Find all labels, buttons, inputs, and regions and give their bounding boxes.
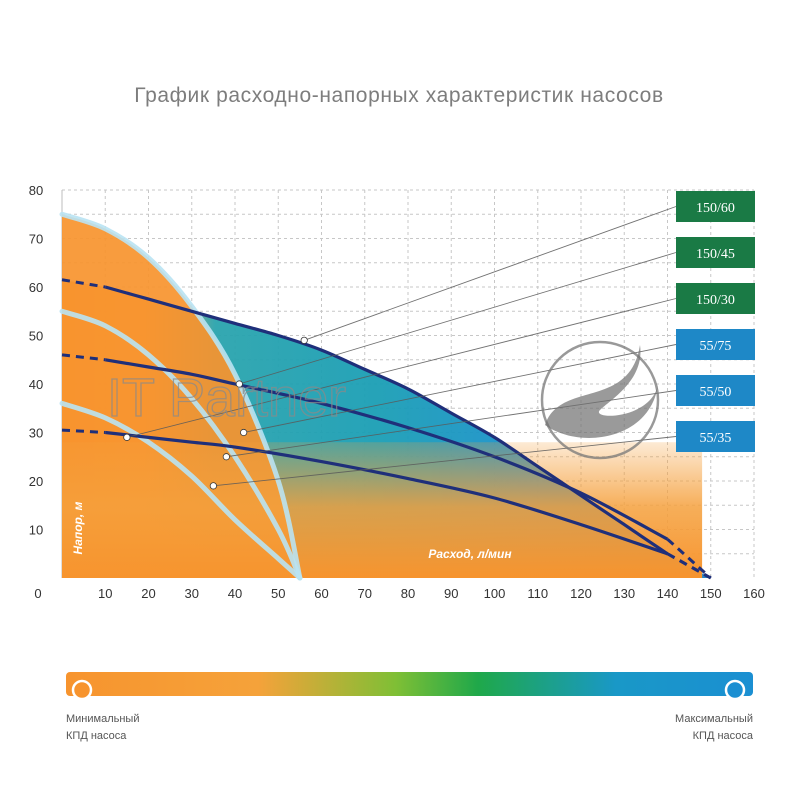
x-tick-label: 120 [570,586,592,601]
badge-55-50: 55/50 [676,375,755,406]
leader-lines [126,206,677,487]
x-tick-label: 90 [444,586,458,601]
curve-55-75 [59,211,303,581]
x-tick-label: 60 [314,586,328,601]
marker-point [123,433,131,441]
y-tick-label: 30 [29,426,43,441]
x-tick-label: 20 [141,586,155,601]
badge-label: 150/60 [696,201,735,216]
marker-point [235,380,243,388]
logo-ring [540,340,660,460]
leader-line [126,298,677,438]
curve-150-30 [105,430,669,556]
x-tick-label: 80 [401,586,415,601]
leader-line [304,206,677,341]
badge-label: 55/50 [700,385,732,400]
y-tick-label: 60 [29,280,43,295]
curve-150-60-dashed-start [61,278,106,289]
x-tick-label: 110 [527,586,548,601]
badge-150-45: 150/45 [676,237,755,268]
y-tick-label: 80 [29,183,43,198]
x-axis-label: Расход, л/мин [428,547,512,561]
legend-max-label-2: КПД насоса [693,730,754,742]
marker-point [222,453,230,461]
x-tick-label: 50 [271,586,285,601]
x-tick-label: 150 [700,586,722,601]
large-pump-curves [61,278,712,580]
leader-line [243,344,677,433]
marker-point [300,336,308,344]
curve-150-30-dashed-start [61,428,106,434]
y-tick-label: 10 [29,523,43,538]
x-tick-labels: 0 10 20 30 40 50 60 70 80 90 100 110 120 130 140 150 160 [34,586,764,601]
legend-min-marker [71,679,93,701]
badge-55-35: 55/35 [676,421,755,452]
x-tick-label: 10 [98,586,112,601]
x-tick-label: 100 [484,586,506,601]
x-tick-label: 160 [743,586,765,601]
x-tick-label: 130 [613,586,635,601]
curve-55-35 [59,400,303,581]
legend-min-label-2: КПД насоса [66,730,127,742]
badge-150-60: 150/60 [676,191,755,222]
badge-box [676,237,755,268]
y-tick-label: 20 [29,474,43,489]
legend-bar [66,672,753,696]
badge-box [676,421,755,452]
curve-150-45-dashed-start [61,353,106,362]
legend-min-label-1: Минимальный [66,713,139,725]
x-tick-label: 70 [358,586,372,601]
curve-150-45 [105,358,669,541]
badge-55-75: 55/75 [676,329,755,360]
badge-label: 150/45 [696,247,735,262]
curve-markers [123,336,308,490]
efficiency-legend: Минимальный КПД насоса Максимальный КПД … [66,672,754,742]
x-tick-label: 30 [185,586,199,601]
watermark-logo: IT Partner [106,340,660,460]
badge-box [676,191,755,222]
marker-point [209,482,217,490]
series-badges: 150/60 150/45 150/30 55/75 55/50 55/35 [676,191,755,452]
badge-box [676,329,755,360]
marker-point [240,428,248,437]
badge-150-30: 150/30 [676,283,755,314]
x-tick-label: 140 [657,586,679,601]
leader-line [239,252,677,385]
badge-box [676,375,755,406]
efficiency-bottom-band [62,442,703,578]
small-pump-curves [59,211,303,581]
curve-55-50 [59,308,303,581]
y-tick-label: 70 [29,232,43,247]
logo-swoosh [545,345,658,438]
x-tick-label: 0 [34,586,41,601]
y-tick-labels: 10 20 30 40 50 60 70 80 [29,183,43,538]
badge-box [676,283,755,314]
badge-label: 55/35 [700,431,732,446]
y-tick-label: 50 [29,329,43,344]
badge-label: 150/30 [696,293,735,308]
legend-max-label-1: Максимальный [675,713,753,725]
leader-line [213,436,677,487]
chart-title: График расходно-напорных характеристик н… [134,84,664,107]
legend-max-marker [724,679,746,701]
curve-150-45-dashed-end [666,538,712,580]
y-tick-label: 40 [29,377,43,392]
y-axis-label: Напор, м [71,501,85,554]
badge-label: 55/75 [700,339,732,354]
x-tick-label: 40 [228,586,242,601]
curve-150-60 [104,285,669,556]
watermark-text: IT Partner [107,368,346,428]
